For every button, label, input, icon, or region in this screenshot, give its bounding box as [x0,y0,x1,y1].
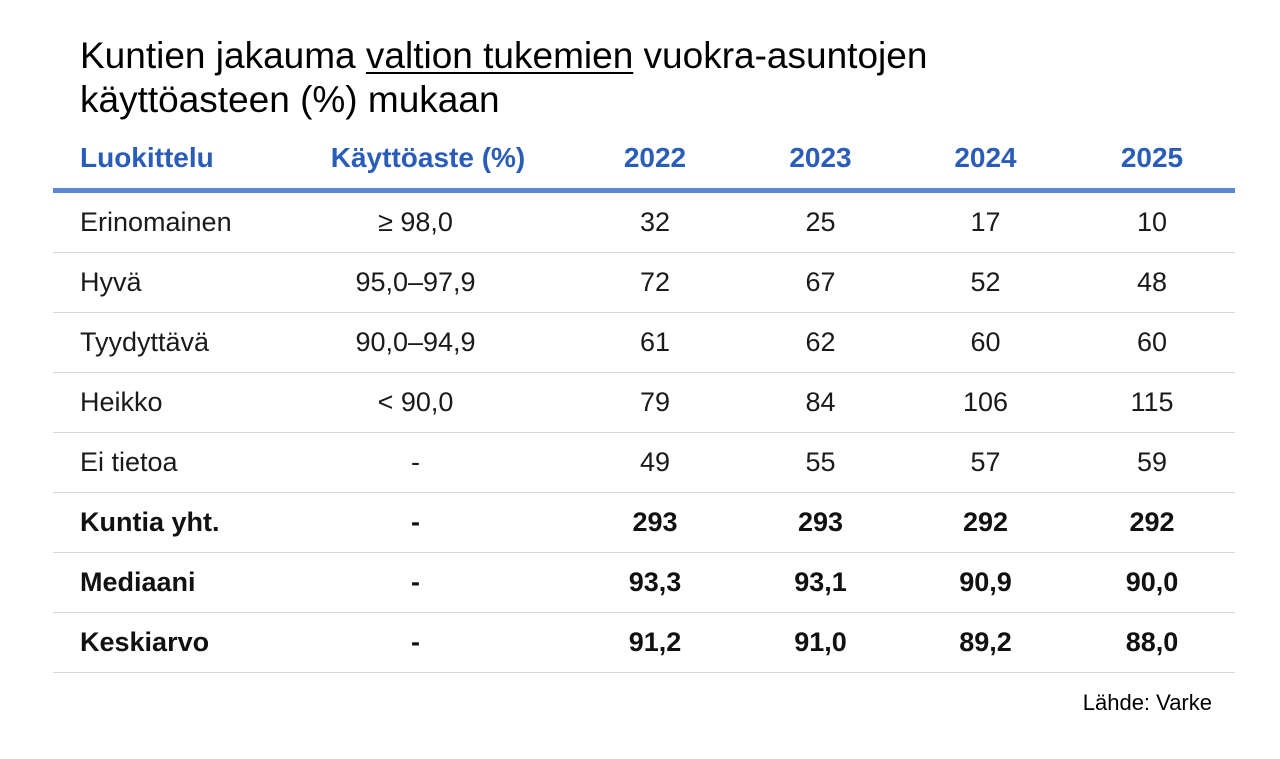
row-label: Heikko [53,372,285,433]
row-label: Hyvä [53,252,285,313]
title-underlined-phrase: valtion tukemien [365,35,634,76]
value-cell: 61 [571,312,739,373]
table-row-total: Kuntia yht. - 293 293 292 292 [53,492,1235,553]
value-cell: 88,0 [1069,612,1235,673]
row-label: Erinomainen [53,190,285,253]
value-cell: 91,2 [571,612,739,673]
value-cell: 48 [1069,252,1235,313]
range-cell: ≥ 98,0 [285,190,571,253]
value-cell: 59 [1069,432,1235,493]
header-year-2024: 2024 [902,128,1069,193]
table-row: Erinomainen ≥ 98,0 32 25 17 10 [53,190,1235,253]
range-cell: - [285,552,571,613]
header-year-2022: 2022 [571,128,739,193]
range-cell: < 90,0 [285,372,571,433]
table-row-median: Mediaani - 93,3 93,1 90,9 90,0 [53,552,1235,613]
value-cell: 292 [1069,492,1235,553]
value-cell: 79 [571,372,739,433]
value-cell: 52 [902,252,1069,313]
value-cell: 115 [1069,372,1235,433]
range-cell: - [285,492,571,553]
header-occupancy-rate: Käyttöaste (%) [285,128,571,193]
value-cell: 49 [571,432,739,493]
title-line2: käyttöasteen (%) mukaan [80,79,500,120]
value-cell: 72 [571,252,739,313]
value-cell: 60 [1069,312,1235,373]
value-cell: 90,9 [902,552,1069,613]
value-cell: 60 [902,312,1069,373]
value-cell: 32 [571,190,739,253]
range-cell: - [285,612,571,673]
value-cell: 90,0 [1069,552,1235,613]
value-cell: 93,1 [739,552,902,613]
header-year-2025: 2025 [1069,128,1235,193]
value-cell: 91,0 [739,612,902,673]
occupancy-table: Luokittelu Käyttöaste (%) 2022 2023 2024… [53,128,1235,673]
table-row: Ei tietoa - 49 55 57 59 [53,432,1235,493]
value-cell: 293 [739,492,902,553]
value-cell: 25 [739,190,902,253]
title-part2: vuokra-asuntojen [633,35,928,76]
header-classification: Luokittelu [53,128,285,193]
table-row: Tyydyttävä 90,0–94,9 61 62 60 60 [53,312,1235,373]
value-cell: 89,2 [902,612,1069,673]
row-label: Keskiarvo [53,612,285,673]
value-cell: 17 [902,190,1069,253]
title-part1: Kuntien jakauma [80,35,366,76]
value-cell: 55 [739,432,902,493]
page-title: Kuntien jakauma valtion tukemien vuokra-… [80,34,1230,122]
table-row-mean: Keskiarvo - 91,2 91,0 89,2 88,0 [53,612,1235,673]
table-header-row: Luokittelu Käyttöaste (%) 2022 2023 2024… [53,128,1235,193]
row-label: Ei tietoa [53,432,285,493]
value-cell: 93,3 [571,552,739,613]
range-cell: 90,0–94,9 [285,312,571,373]
table-row: Heikko < 90,0 79 84 106 115 [53,372,1235,433]
source-note: Lähde: Varke [1082,690,1212,715]
table-row: Hyvä 95,0–97,9 72 67 52 48 [53,252,1235,313]
value-cell: 10 [1069,190,1235,253]
row-label: Mediaani [53,552,285,613]
header-year-2023: 2023 [739,128,902,193]
row-label: Kuntia yht. [53,492,285,553]
range-cell: 95,0–97,9 [285,252,571,313]
value-cell: 106 [902,372,1069,433]
value-cell: 57 [902,432,1069,493]
value-cell: 62 [739,312,902,373]
value-cell: 293 [571,492,739,553]
range-cell: - [285,432,571,493]
value-cell: 292 [902,492,1069,553]
value-cell: 84 [739,372,902,433]
value-cell: 67 [739,252,902,313]
row-label: Tyydyttävä [53,312,285,373]
